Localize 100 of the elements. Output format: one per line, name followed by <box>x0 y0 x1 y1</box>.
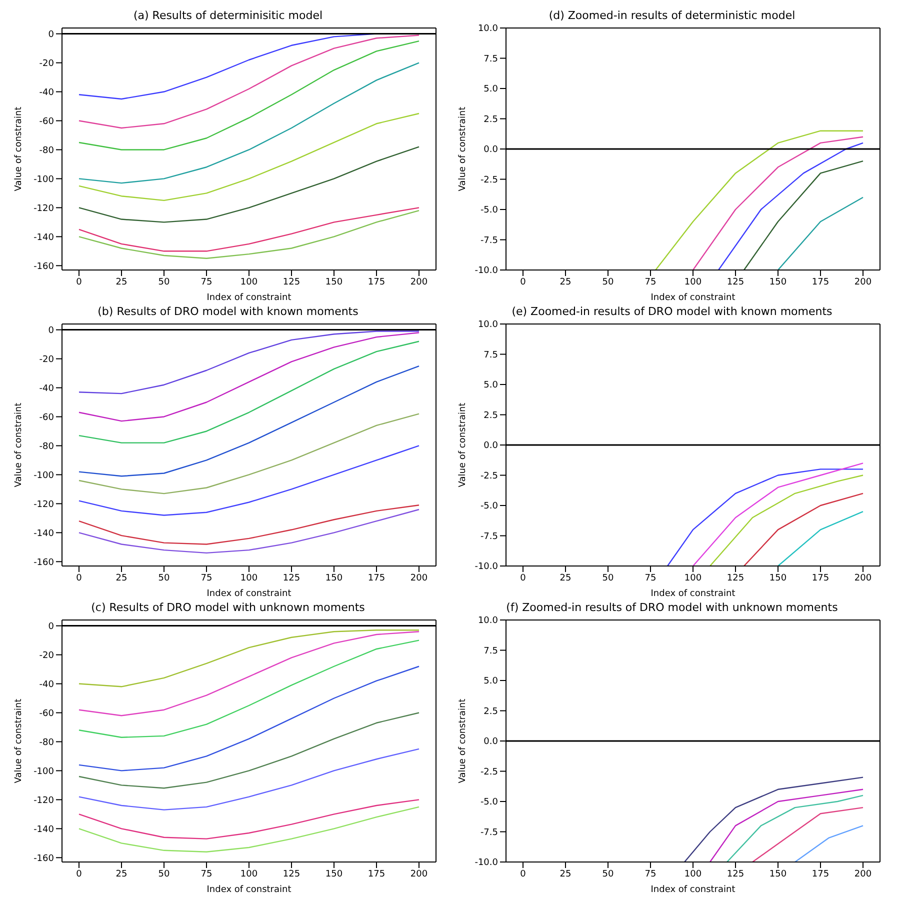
y-tick-label: -40 <box>39 88 54 98</box>
x-tick-label: 125 <box>726 869 744 880</box>
x-tick-label: 125 <box>282 869 300 880</box>
line-series <box>78 630 420 716</box>
x-tick-label: 25 <box>560 869 572 880</box>
line-series <box>78 365 420 477</box>
y-tick-label: 0.0 <box>484 145 498 156</box>
line-series <box>78 34 420 129</box>
x-tick-label: 75 <box>200 869 212 880</box>
x-tick-label: 150 <box>769 573 787 584</box>
y-tick-label: -80 <box>39 146 54 156</box>
x-tick-label: 150 <box>325 277 343 288</box>
x-tick-label: 25 <box>560 573 572 584</box>
y-tick-label: -120 <box>34 500 54 510</box>
y-axis-title: Value of constraint <box>14 106 24 192</box>
x-tick-label: 175 <box>812 869 830 880</box>
y-tick-label: -160 <box>34 558 54 568</box>
y-tick-label: -5.0 <box>480 206 498 216</box>
y-tick-label: -140 <box>34 528 54 539</box>
y-tick-label: -40 <box>39 384 54 394</box>
line-series <box>78 207 420 252</box>
x-tick-label: 100 <box>240 869 258 880</box>
line-series <box>78 332 420 422</box>
y-tick-label: 0.0 <box>484 441 498 452</box>
x-tick-label: 150 <box>769 869 787 880</box>
y-tick-label: -80 <box>39 442 54 452</box>
x-tick-label: 50 <box>602 277 614 288</box>
y-tick-label: -7.5 <box>480 532 498 542</box>
x-tick-label: 175 <box>368 277 386 288</box>
x-tick-label: 75 <box>200 573 212 584</box>
y-tick-label: -10.0 <box>474 562 498 572</box>
x-tick-label: 200 <box>410 277 428 288</box>
y-tick-label: -140 <box>34 232 54 243</box>
x-tick-label: 50 <box>602 869 614 880</box>
x-tick-label: 25 <box>116 277 128 288</box>
x-tick-label: 125 <box>282 277 300 288</box>
line-series <box>743 160 864 270</box>
x-tick-label: 125 <box>726 573 744 584</box>
line-series <box>78 62 420 184</box>
y-tick-label: -20 <box>39 354 54 365</box>
y-tick-label: -10.0 <box>474 858 498 868</box>
line-series <box>692 136 864 270</box>
x-axis-title: Index of constraint <box>206 293 292 303</box>
y-tick-label: -20 <box>39 58 54 69</box>
y-tick-label: -2.5 <box>480 471 498 482</box>
chart-title: (e) Zoomed-in results of DRO model with known moments <box>510 304 834 320</box>
line-series <box>709 474 864 566</box>
x-tick-label: 100 <box>240 573 258 584</box>
x-tick-label: 50 <box>158 869 170 880</box>
x-tick-label: 100 <box>684 573 702 584</box>
line-series <box>655 130 864 270</box>
line-series <box>709 788 864 862</box>
x-tick-label: 75 <box>644 869 656 880</box>
y-axis-title: Value of constraint <box>458 698 468 784</box>
x-tick-label: 25 <box>560 277 572 288</box>
x-tick-label: 175 <box>812 573 830 584</box>
y-tick-label: 0.0 <box>484 737 498 748</box>
x-tick-label: 50 <box>158 277 170 288</box>
x-tick-label: 200 <box>854 869 872 880</box>
x-axis-title: Index of constraint <box>650 885 736 895</box>
line-series <box>78 640 420 738</box>
y-tick-label: -100 <box>34 470 54 481</box>
x-tick-label: 0 <box>76 573 82 584</box>
line-series <box>78 330 420 394</box>
line-series <box>78 666 420 772</box>
x-tick-label: 150 <box>325 869 343 880</box>
y-axis-title: Value of constraint <box>14 698 24 784</box>
line-series <box>78 112 420 202</box>
y-tick-label: -80 <box>39 738 54 748</box>
y-tick-label: -5.0 <box>480 502 498 512</box>
y-tick-label: -120 <box>34 204 54 214</box>
y-axis-title: Value of constraint <box>14 402 24 488</box>
x-tick-label: 100 <box>684 277 702 288</box>
x-tick-label: 0 <box>76 277 82 288</box>
x-tick-label: 150 <box>325 573 343 584</box>
line-series <box>726 794 864 862</box>
x-tick-label: 25 <box>116 869 128 880</box>
x-tick-label: 175 <box>812 277 830 288</box>
x-tick-label: 0 <box>520 869 526 880</box>
line-series <box>78 40 420 150</box>
chart-title: (a) Results of determinisitic model <box>132 8 324 24</box>
line-series <box>666 468 864 566</box>
y-tick-label: -140 <box>34 824 54 835</box>
y-tick-label: -40 <box>39 680 54 690</box>
x-axis-title: Index of constraint <box>650 293 736 303</box>
y-tick-label: -7.5 <box>480 828 498 838</box>
y-tick-label: -120 <box>34 796 54 806</box>
y-tick-label: -60 <box>39 708 54 719</box>
y-tick-label: 5.0 <box>484 676 498 687</box>
y-tick-label: -100 <box>34 766 54 777</box>
line-series <box>78 146 420 223</box>
y-tick-label: 7.5 <box>484 54 498 64</box>
line-series <box>78 340 420 444</box>
y-tick-label: -2.5 <box>480 175 498 186</box>
y-axis-title: Value of constraint <box>458 402 468 488</box>
y-tick-label: -10.0 <box>474 266 498 276</box>
y-axis-title: Value of constraint <box>458 106 468 192</box>
y-tick-label: 5.0 <box>484 380 498 391</box>
x-tick-label: 150 <box>769 277 787 288</box>
x-axis-title: Index of constraint <box>206 589 292 599</box>
